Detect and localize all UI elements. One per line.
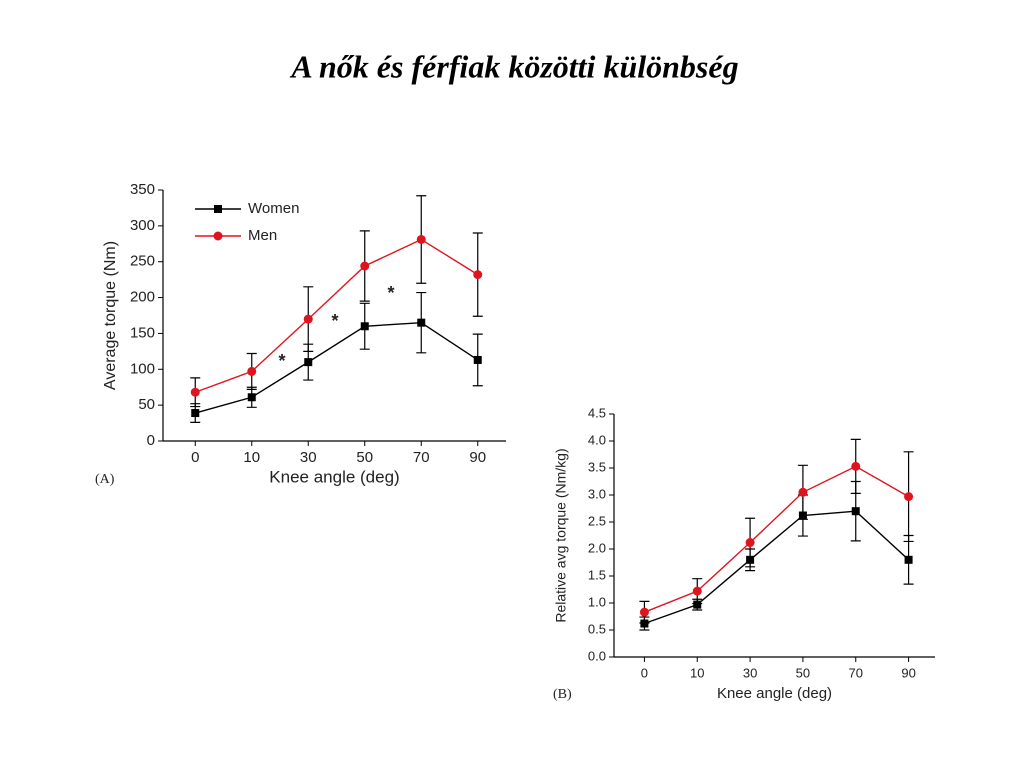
y-tick-label: 4.5 [588,405,606,420]
marker [417,318,426,327]
legend-label: Women [248,200,299,217]
y-tick-label: 200 [130,289,155,306]
x-tick-label: 10 [690,665,704,680]
annotation: * [387,283,394,303]
marker [247,366,257,376]
series-line [195,321,479,414]
marker [473,270,483,280]
x-tick-label: 30 [743,665,757,680]
x-tick-label: 90 [901,665,915,680]
y-tick-label: 350 [130,181,155,198]
marker [191,409,200,418]
x-tick-label: 70 [849,665,863,680]
x-tick-label: 0 [191,449,199,466]
x-tick-label: 0 [641,665,648,680]
annotation: * [278,351,285,371]
y-tick-label: 0 [147,432,155,449]
legend-marker [213,231,223,241]
marker [851,461,861,471]
marker [360,322,369,331]
marker [303,314,313,324]
y-tick-label: 300 [130,217,155,234]
x-axis-label: Knee angle (deg) [269,467,399,486]
marker [851,507,860,516]
series-line [195,238,479,393]
legend-marker [214,205,222,213]
x-tick-label: 90 [469,449,486,466]
y-tick-label: 1.0 [588,594,606,609]
marker [693,600,702,609]
marker [473,355,482,364]
x-tick-label: 70 [413,449,430,466]
marker [360,261,370,271]
y-tick-label: 4.0 [588,432,606,447]
marker [416,234,426,244]
marker [798,487,808,497]
marker [190,387,200,397]
marker [247,393,256,402]
marker [304,358,313,367]
x-tick-label: 50 [796,665,810,680]
y-tick-label: 3.5 [588,459,606,474]
y-tick-label: 100 [130,360,155,377]
marker [639,607,649,617]
panel-label: (B) [553,687,572,702]
series-line [644,510,910,625]
y-tick-label: 2.5 [588,513,606,528]
y-tick-label: 3.0 [588,486,606,501]
x-axis-label: Knee angle (deg) [717,685,832,702]
marker [745,538,755,548]
y-tick-label: 250 [130,253,155,270]
annotation: * [331,311,338,331]
y-tick-label: 1.5 [588,567,606,582]
slide-title: A nők és férfiak közötti különbség [289,48,738,84]
marker [904,555,913,564]
y-axis-label: Relative avg torque (Nm/kg) [553,448,569,622]
x-tick-label: 30 [300,449,317,466]
x-tick-label: 10 [243,449,260,466]
x-tick-label: 50 [356,449,373,466]
y-tick-label: 150 [130,324,155,341]
legend-label: Men [248,227,277,244]
series-line [644,465,909,613]
y-axis-label: Average torque (Nm) [102,241,119,390]
marker [904,492,914,502]
y-tick-label: 50 [138,396,155,413]
y-tick-label: 0.5 [588,621,606,636]
panel-label: (A) [95,472,115,487]
y-tick-label: 2.0 [588,540,606,555]
marker [692,586,702,596]
y-tick-label: 0.0 [588,648,606,663]
